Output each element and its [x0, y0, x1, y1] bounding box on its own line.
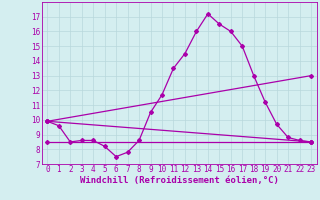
X-axis label: Windchill (Refroidissement éolien,°C): Windchill (Refroidissement éolien,°C)	[80, 176, 279, 185]
